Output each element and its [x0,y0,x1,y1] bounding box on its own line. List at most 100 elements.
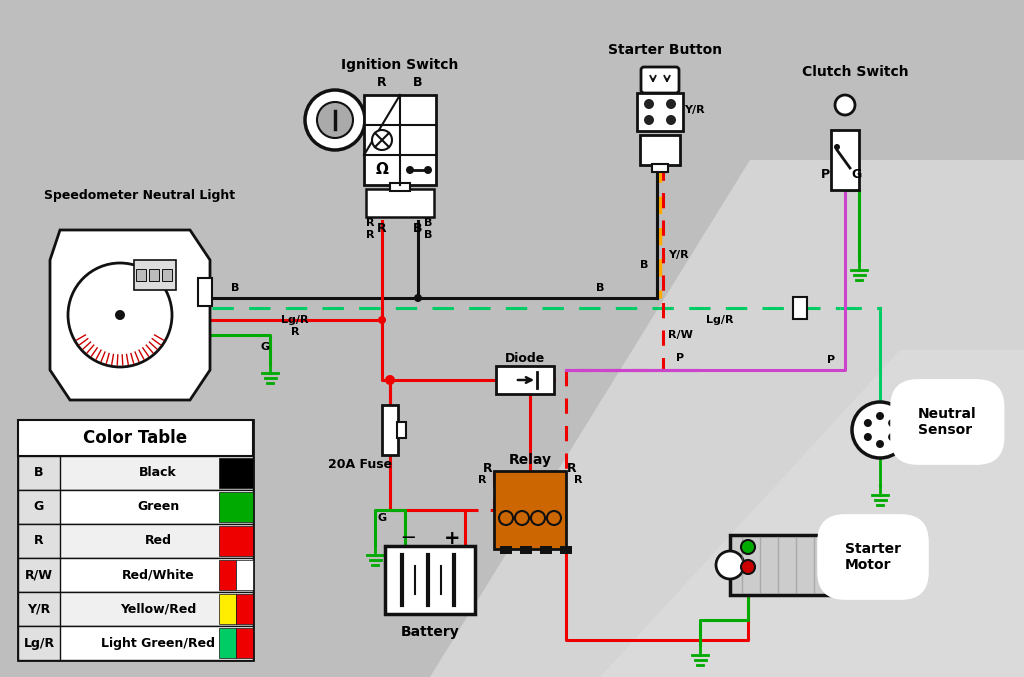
Bar [860,560,885,570]
Bar [640,135,680,165]
Polygon shape [430,160,1024,677]
Text: R/W: R/W [25,569,53,582]
Bar [364,95,436,185]
Bar [18,558,253,592]
Bar [18,420,253,456]
Text: 20A Fuse: 20A Fuse [328,458,392,471]
Circle shape [864,419,871,427]
Bar [136,269,146,281]
Text: B: B [596,283,604,293]
Text: Light Green/Red: Light Green/Red [101,636,215,649]
Circle shape [888,419,896,427]
Text: Color Table: Color Table [83,429,187,447]
Text: B: B [34,466,44,479]
Circle shape [852,402,908,458]
Bar [198,278,212,306]
Text: Relay: Relay [509,453,552,467]
Bar [637,93,683,131]
Circle shape [424,166,432,174]
Circle shape [666,115,676,125]
Bar [18,490,253,524]
Bar [236,560,253,590]
Circle shape [68,263,172,367]
Text: Lg/R: Lg/R [282,315,309,325]
Bar [496,366,554,394]
Bar [18,456,253,490]
Text: +: + [443,529,460,548]
Circle shape [644,99,654,109]
Text: R: R [291,327,299,337]
Text: Lg/R: Lg/R [707,315,734,325]
Text: Y/R: Y/R [28,603,50,615]
Bar [385,546,475,614]
Bar [540,546,552,554]
Text: R: R [377,223,387,236]
Bar [494,471,566,549]
Bar [560,546,572,554]
Circle shape [666,99,676,109]
Text: R: R [483,462,493,475]
Text: Red/White: Red/White [122,569,195,582]
Bar [236,594,253,624]
Bar [219,526,253,556]
Circle shape [406,166,414,174]
Text: Y/R: Y/R [684,105,705,115]
Text: Speedometer Neutral Light: Speedometer Neutral Light [44,188,236,202]
Bar [219,594,236,624]
Circle shape [888,433,896,441]
Bar [18,490,60,524]
Text: Neutral
Sensor: Neutral Sensor [918,407,977,437]
Circle shape [378,316,386,324]
Circle shape [372,130,392,150]
Circle shape [834,144,840,150]
Bar [236,628,253,658]
Bar [134,260,176,290]
Text: P: P [827,355,835,365]
Text: G: G [378,513,387,523]
Text: Green: Green [137,500,179,513]
Text: ─: ─ [402,529,414,548]
Bar [18,420,253,660]
Text: G: G [261,342,270,352]
Text: B: B [640,260,648,270]
Bar [18,524,60,558]
Circle shape [115,310,125,320]
Bar [150,269,159,281]
Bar [793,297,807,319]
Bar [219,458,253,488]
Text: R: R [34,535,44,548]
Text: Red: Red [144,535,171,548]
Text: G: G [34,500,44,513]
Text: Diode: Diode [505,351,545,364]
Text: Ω: Ω [376,162,388,177]
Text: P: P [820,169,829,181]
Bar [219,492,253,522]
Text: Black: Black [139,466,177,479]
Bar [520,546,532,554]
Text: R: R [366,218,374,228]
Circle shape [741,560,755,574]
Circle shape [876,440,884,448]
Text: R: R [573,475,583,485]
Bar [830,555,870,575]
FancyBboxPatch shape [641,67,679,93]
Bar [390,183,410,191]
Bar [730,535,830,595]
Text: Starter
Motor: Starter Motor [845,542,901,572]
Text: Lg/R: Lg/R [24,636,54,649]
Text: B: B [230,283,240,293]
Circle shape [876,412,884,420]
Bar [366,189,434,217]
Bar [500,546,512,554]
Text: Yellow/Red: Yellow/Red [120,603,197,615]
Text: B: B [424,230,432,240]
Circle shape [864,433,871,441]
Polygon shape [600,350,1024,677]
Bar [831,130,859,190]
Bar [382,405,398,455]
Text: Battery: Battery [400,625,460,639]
Circle shape [305,90,365,150]
Bar [18,592,253,626]
Bar [18,456,60,490]
Text: B: B [414,77,423,89]
